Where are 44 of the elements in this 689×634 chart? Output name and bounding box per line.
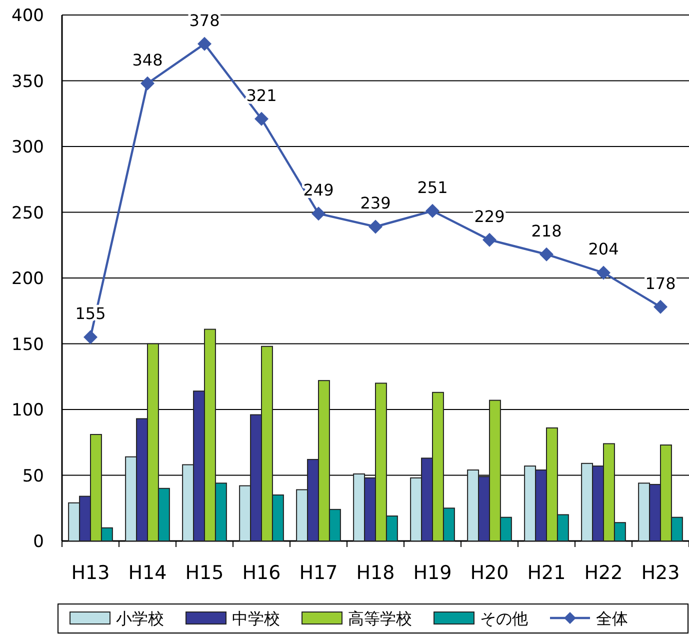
data-label: 204 bbox=[588, 240, 619, 259]
y-tick-label: 0 bbox=[33, 532, 44, 552]
legend-label: 中学校 bbox=[232, 609, 280, 628]
x-tick-label: H15 bbox=[185, 562, 224, 584]
y-tick-label: 200 bbox=[12, 269, 44, 289]
y-tick-label: 400 bbox=[12, 6, 44, 26]
x-tick-label: H17 bbox=[299, 562, 338, 584]
point bbox=[654, 300, 668, 314]
point bbox=[312, 206, 326, 221]
point bbox=[198, 36, 212, 51]
legend-label: 小学校 bbox=[116, 609, 164, 628]
data-label: 251 bbox=[417, 178, 448, 197]
x-tick-label: H22 bbox=[584, 562, 623, 584]
x-tick-label: H21 bbox=[527, 562, 566, 584]
point bbox=[596, 266, 610, 280]
point bbox=[482, 232, 496, 247]
x-tick-label: H19 bbox=[413, 562, 452, 584]
y-tick-label: 50 bbox=[22, 466, 44, 486]
point bbox=[84, 330, 98, 344]
point bbox=[368, 220, 382, 234]
legend-label: その他 bbox=[480, 609, 528, 628]
point bbox=[426, 204, 440, 218]
point bbox=[254, 112, 268, 126]
x-tick-label: H23 bbox=[641, 562, 680, 584]
data-label: 239 bbox=[360, 194, 391, 213]
point bbox=[540, 247, 554, 262]
data-label: 249 bbox=[303, 180, 334, 200]
x-tick-label: H14 bbox=[128, 562, 167, 584]
legend-label: 高等学校 bbox=[348, 609, 412, 628]
x-tick-label: H18 bbox=[356, 562, 395, 584]
legend-label: 全体 bbox=[596, 609, 628, 628]
y-tick-label: 250 bbox=[12, 203, 44, 224]
x-tick-label: H16 bbox=[242, 562, 281, 584]
data-label: 218 bbox=[531, 221, 562, 240]
data-label: 348 bbox=[132, 50, 163, 70]
point bbox=[140, 76, 154, 90]
y-tick-label: 350 bbox=[12, 72, 44, 92]
y-tick-label: 150 bbox=[12, 334, 44, 355]
y-tick-label: 100 bbox=[12, 400, 44, 420]
y-tick-label: 300 bbox=[12, 138, 44, 158]
data-label: 321 bbox=[246, 86, 277, 105]
x-tick-label: H13 bbox=[71, 562, 110, 584]
data-label: 229 bbox=[474, 206, 505, 226]
x-tick-label: H20 bbox=[470, 562, 509, 584]
